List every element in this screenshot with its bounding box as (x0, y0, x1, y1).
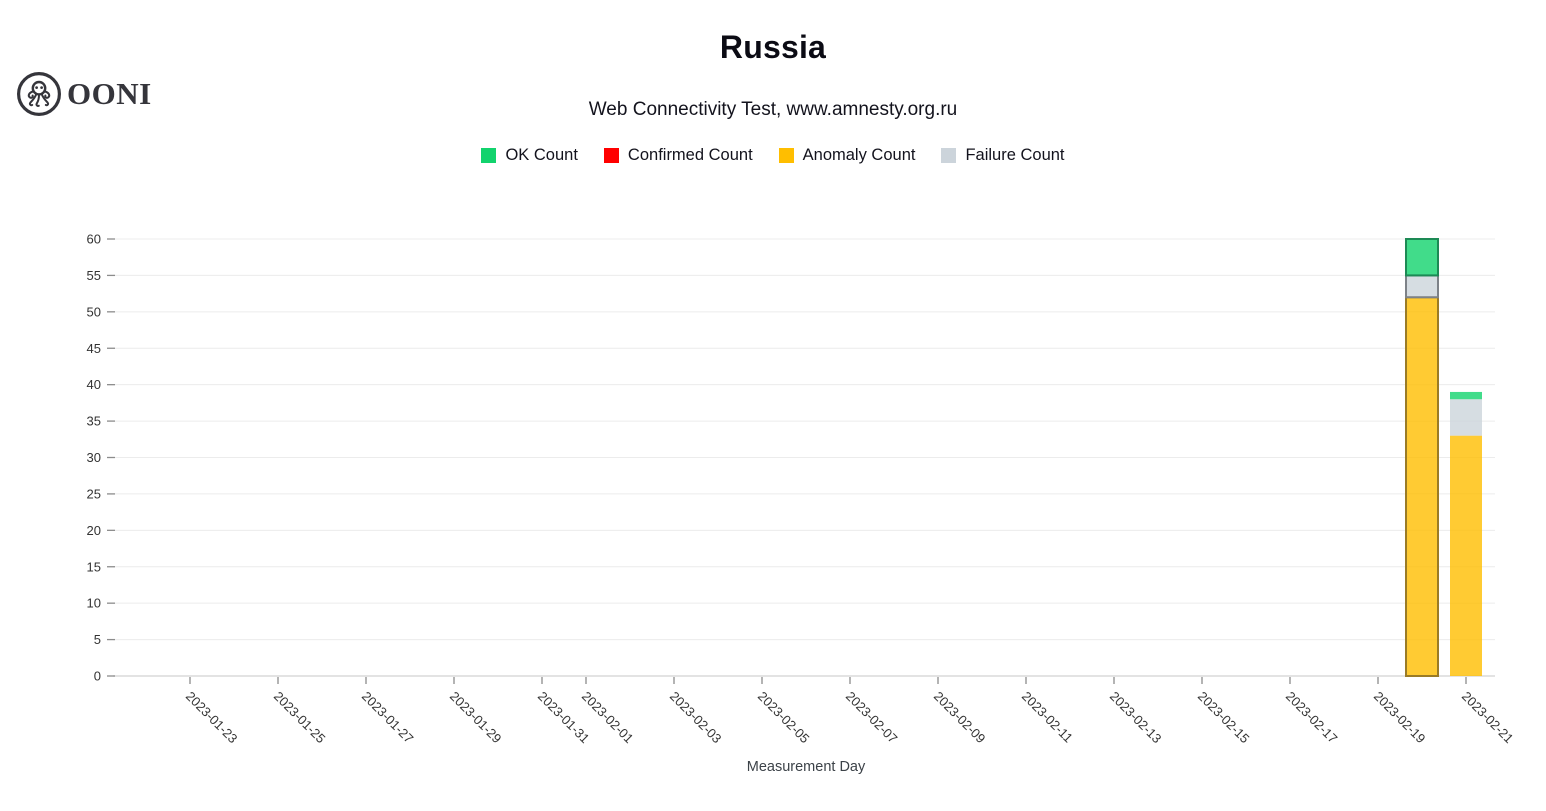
chart-legend: OK Count Confirmed Count Anomaly Count Fail… (0, 146, 1546, 165)
x-tick-label: 2023-02-07 (843, 689, 901, 747)
x-tick-label: 2023-02-05 (755, 689, 813, 747)
y-tick-label: 55 (87, 268, 101, 283)
y-tick-label: 30 (87, 450, 101, 465)
legend-swatch-failure (941, 148, 957, 163)
ooni-logo: OONI (16, 71, 152, 117)
legend-label: Confirmed Count (627, 146, 753, 164)
legend-item-anomaly[interactable]: Anomaly Count (778, 146, 916, 165)
bar-segment-failure[interactable] (1405, 274, 1439, 299)
x-tick-label: 2023-02-19 (1371, 689, 1429, 747)
chart-title: Russia (719, 29, 827, 65)
bar-segment-ok[interactable] (1450, 391, 1482, 400)
x-tick-label: 2023-01-27 (359, 689, 417, 747)
x-tick-label: 2023-02-11 (1019, 689, 1076, 746)
y-tick-label: 60 (87, 232, 101, 247)
x-tick-label: 2023-01-23 (183, 689, 241, 747)
y-tick-label: 35 (87, 414, 101, 429)
legend-item-ok[interactable]: OK Count (481, 146, 578, 165)
y-tick-label: 15 (87, 559, 101, 574)
y-tick-label: 0 (94, 669, 101, 684)
brand-wordmark: OONI (67, 76, 152, 111)
bar-segment-ok[interactable] (1405, 238, 1439, 277)
x-tick-label: 2023-02-09 (931, 689, 989, 747)
y-tick-label: 5 (94, 632, 101, 647)
x-tick-label: 2023-01-29 (447, 689, 505, 747)
x-tick-label: 2023-02-17 (1283, 689, 1341, 747)
legend-item-confirmed[interactable]: Confirmed Count (603, 146, 753, 165)
bar-segment-anomaly[interactable] (1450, 435, 1482, 676)
x-tick-label: 2023-02-13 (1107, 689, 1165, 747)
y-tick-label: 45 (87, 341, 101, 356)
bar-segment-failure[interactable] (1450, 399, 1482, 436)
legend-swatch-anomaly (778, 148, 794, 163)
legend-swatch-confirmed (603, 148, 619, 163)
x-tick-label: 2023-01-25 (271, 689, 329, 747)
ooni-octopus-icon (17, 72, 61, 116)
legend-label: OK Count (505, 146, 578, 164)
chart-subtitle: Web Connectivity Test, www.amnesty.org.r… (588, 99, 958, 120)
legend-label: Failure Count (965, 146, 1065, 164)
y-tick-label: 50 (87, 304, 101, 319)
y-tick-label: 20 (87, 523, 101, 538)
legend-label: Anomaly Count (802, 146, 916, 164)
x-tick-label: 2023-02-03 (667, 689, 725, 747)
legend-swatch-ok (481, 148, 497, 163)
y-tick-label: 40 (87, 377, 101, 392)
x-axis-title: Measurement Day (747, 759, 866, 775)
bar-segment-anomaly[interactable] (1405, 296, 1439, 677)
legend-item-failure[interactable]: Failure Count (941, 146, 1065, 165)
y-tick-label: 10 (87, 596, 101, 611)
x-tick-label: 2023-02-15 (1195, 689, 1253, 747)
x-tick-label: 2023-02-21 (1459, 689, 1517, 747)
y-tick-label: 25 (87, 486, 101, 501)
